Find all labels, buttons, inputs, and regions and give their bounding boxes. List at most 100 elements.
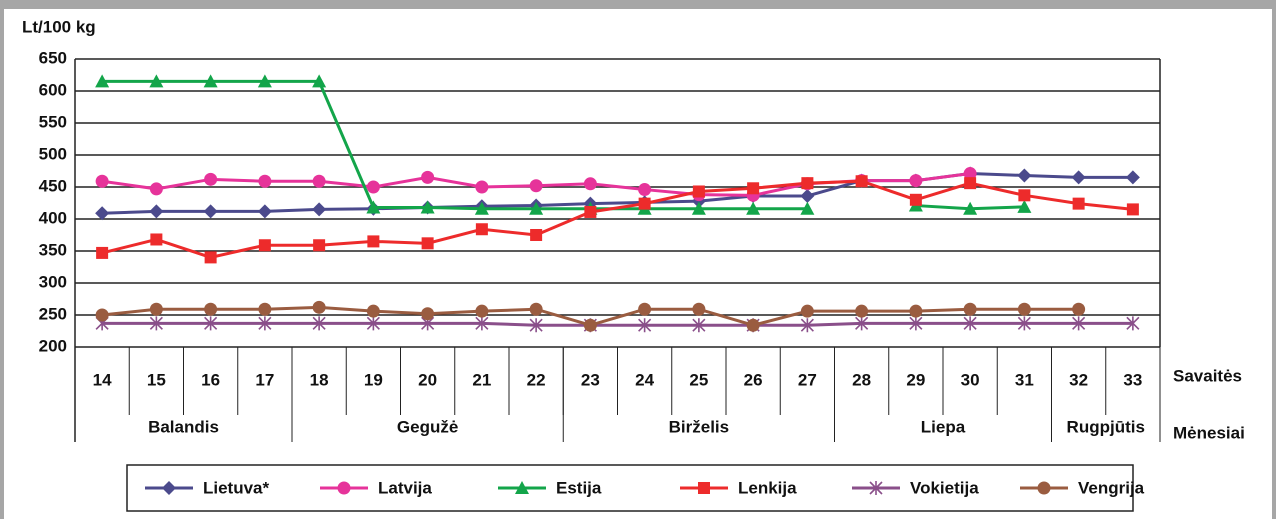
y-tick-label: 550	[39, 112, 67, 131]
data-point	[801, 177, 814, 190]
data-point	[474, 201, 489, 215]
data-point	[475, 304, 489, 318]
y-tick-label: 400	[39, 208, 67, 227]
data-point	[95, 206, 110, 221]
x-tick-label: 16	[201, 370, 220, 389]
data-point	[420, 200, 435, 214]
month-label: Gegužė	[397, 417, 458, 436]
x-tick-label: 14	[93, 370, 112, 389]
data-point	[366, 304, 380, 318]
data-point	[584, 205, 597, 218]
month-label: Balandis	[148, 417, 219, 436]
data-point	[312, 300, 326, 314]
data-point	[746, 318, 760, 332]
data-point	[583, 318, 597, 332]
legend-marker	[337, 481, 351, 495]
legend-label: Vokietija	[910, 478, 979, 497]
data-point	[1017, 168, 1032, 183]
data-point	[529, 201, 544, 215]
x-tick-label: 32	[1069, 370, 1088, 389]
data-point	[963, 302, 977, 316]
x-tick-label: 30	[961, 370, 980, 389]
legend-box	[126, 464, 1134, 512]
data-point	[1017, 302, 1031, 316]
data-point	[1018, 189, 1031, 202]
data-point	[149, 182, 163, 196]
data-point	[692, 318, 706, 333]
data-point	[692, 302, 706, 316]
x-tick-label: 25	[689, 370, 708, 389]
frame-top	[0, 0, 1276, 9]
data-point	[1072, 197, 1085, 210]
data-point	[149, 74, 164, 88]
legend-label: Estija	[556, 478, 602, 497]
series-line	[101, 179, 1134, 259]
data-point	[529, 318, 543, 333]
data-point	[258, 302, 272, 316]
data-point	[312, 316, 326, 331]
data-point	[638, 318, 652, 333]
data-point	[1072, 302, 1086, 316]
y-tick-label: 600	[39, 80, 67, 99]
data-point	[909, 174, 923, 188]
y-tick-label: 450	[39, 176, 67, 195]
data-point	[204, 172, 218, 186]
data-point	[746, 201, 761, 215]
data-point	[963, 201, 978, 215]
month-label: Liepa	[921, 417, 966, 436]
x-tick-label: 18	[310, 370, 329, 389]
legend-marker	[515, 481, 529, 494]
data-point	[312, 202, 327, 217]
y-tick-label: 350	[39, 240, 67, 259]
data-point	[963, 167, 977, 181]
legend-label: Lietuva*	[203, 478, 270, 497]
data-point	[1017, 316, 1031, 331]
data-point	[530, 229, 543, 241]
data-point	[204, 316, 218, 331]
data-point	[1126, 203, 1139, 216]
x-tick-label: 20	[418, 370, 437, 389]
data-point	[583, 177, 597, 191]
data-point	[95, 174, 109, 188]
data-point	[1125, 170, 1140, 185]
data-point	[312, 174, 326, 188]
data-point	[963, 316, 977, 331]
data-point	[313, 239, 326, 252]
y-tick-label: 300	[39, 272, 67, 291]
data-point	[203, 74, 218, 88]
x-tick-label: 33	[1123, 370, 1142, 389]
data-point	[747, 182, 760, 195]
x-tick-label: 27	[798, 370, 817, 389]
data-point	[800, 304, 814, 318]
data-point	[529, 302, 543, 316]
data-point	[475, 223, 488, 236]
x-tick-label: 17	[255, 370, 274, 389]
data-point	[800, 201, 815, 215]
data-point	[855, 304, 869, 318]
legend-label: Lenkija	[738, 478, 797, 497]
data-point	[312, 74, 327, 88]
x-tick-label: 24	[635, 370, 654, 389]
data-point	[204, 302, 218, 316]
month-label: Birželis	[669, 417, 729, 436]
data-point	[150, 233, 163, 246]
y-tick-label: 200	[39, 336, 67, 355]
data-point	[366, 316, 380, 331]
month-label: Rugpjūtis	[1067, 417, 1145, 436]
legend-label: Latvija	[378, 478, 432, 497]
data-point	[691, 201, 706, 215]
legend-marker	[1037, 481, 1051, 495]
data-point	[638, 197, 651, 210]
data-point	[909, 316, 923, 331]
data-point	[529, 179, 543, 193]
data-point	[638, 302, 652, 316]
data-point	[692, 185, 705, 198]
y-tick-label: 500	[39, 144, 67, 163]
data-point	[1017, 199, 1032, 213]
data-point	[800, 188, 815, 203]
x-tick-label: 31	[1015, 370, 1034, 389]
frame-right	[1272, 0, 1276, 519]
data-point	[366, 180, 380, 194]
data-point	[367, 235, 380, 248]
